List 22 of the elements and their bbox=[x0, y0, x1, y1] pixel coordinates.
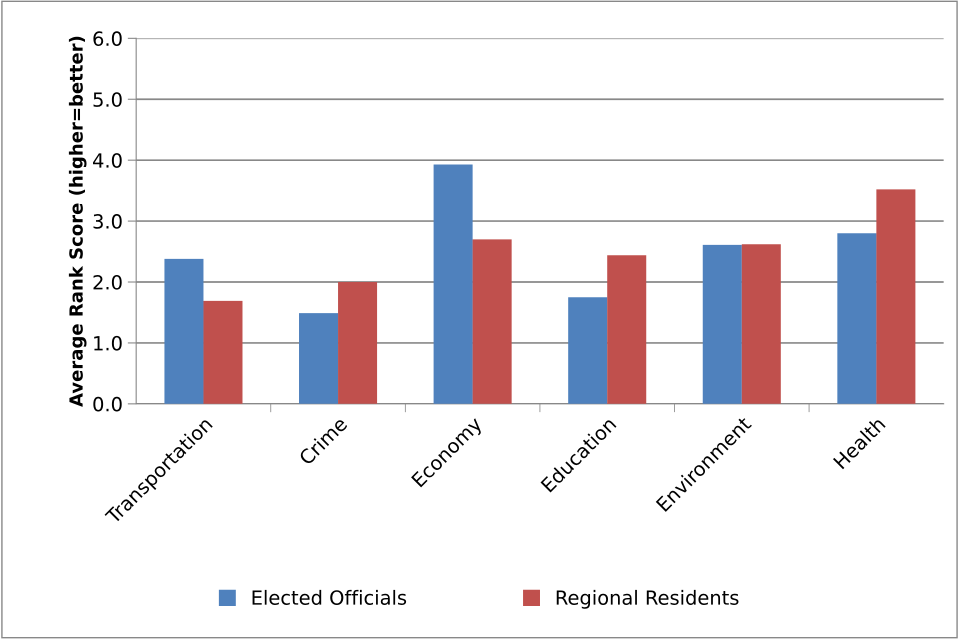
bar bbox=[568, 297, 608, 404]
y-tick-label: 2.0 bbox=[93, 274, 122, 290]
y-tick-label: 3.0 bbox=[94, 214, 122, 229]
bar bbox=[203, 300, 242, 404]
y-tick-label: 6.0 bbox=[93, 31, 122, 46]
legend-label: Regional Residents bbox=[556, 590, 738, 609]
y-tick-label: 0.0 bbox=[93, 396, 122, 412]
bar bbox=[299, 313, 338, 404]
bar bbox=[164, 258, 204, 404]
bar bbox=[742, 244, 781, 404]
bar bbox=[472, 239, 512, 404]
bar bbox=[338, 282, 378, 404]
y-axis-title: Average Rank Score (higher=better) bbox=[68, 36, 87, 407]
bar bbox=[607, 255, 646, 404]
y-tick-label: 5.0 bbox=[94, 92, 122, 107]
bar bbox=[702, 244, 742, 404]
y-tick-label: 4.0 bbox=[93, 153, 122, 168]
bar bbox=[837, 233, 876, 404]
bar bbox=[876, 189, 916, 404]
bar bbox=[434, 164, 473, 404]
legend-label: Elected Officials bbox=[252, 590, 406, 605]
y-tick-label: 1.0 bbox=[94, 336, 122, 351]
